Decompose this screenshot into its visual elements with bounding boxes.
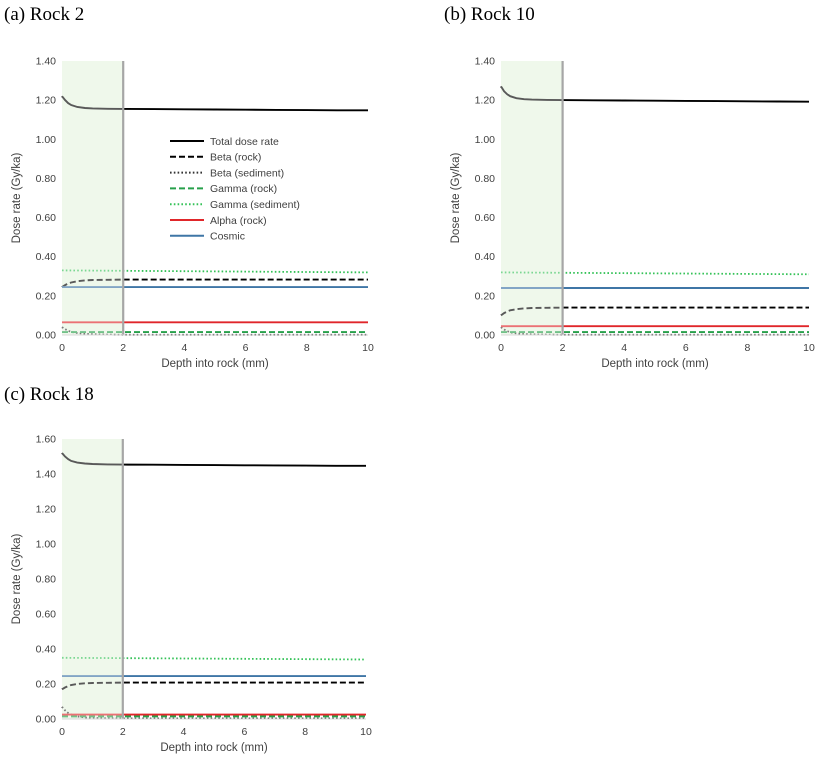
chart-panel-a: 0.00 0.20 0.40 0.60 0.80 1.00 1.20 1.40 0 2 4 6 8 10 D…: [11, 56, 374, 371]
x-tick-label: 10: [362, 342, 374, 354]
series-line-4: [61, 656, 367, 661]
y-tick-label: 0.80: [36, 574, 57, 586]
x-tick-label: 4: [181, 726, 187, 738]
y-tick-label: 0.20: [475, 290, 496, 302]
y-tick-label: 0.80: [36, 173, 57, 185]
y-axis-label: Dose rate (Gy/ka): [11, 533, 23, 624]
shaded-region: [501, 61, 563, 335]
y-tick-label: 1.40: [36, 56, 57, 68]
series-line-gamma-sediment: [61, 269, 369, 274]
panel-b-title: (b) Rock 10: [444, 4, 535, 25]
shaded-overlay: [62, 439, 123, 719]
x-tick-label: 2: [120, 342, 126, 354]
panel-c-title: (c) Rock 18: [4, 384, 94, 405]
series-line-1: [61, 681, 366, 691]
shaded-overlay: [62, 61, 124, 335]
y-tick-label: 1.40: [36, 469, 57, 481]
x-tick-label: 8: [744, 342, 750, 354]
legend-label: Cosmic: [210, 231, 245, 243]
x-axis-label: Depth into rock (mm): [161, 358, 269, 370]
legend-label: Alpha (rock): [210, 215, 267, 227]
y-tick-label: 1.00: [36, 539, 57, 551]
x-tick-label: 0: [59, 342, 65, 354]
panel-a-title: (a) Rock 2: [4, 4, 85, 25]
legend-label: Beta (sediment): [210, 167, 284, 179]
y-tick-label: 1.20: [475, 95, 496, 107]
y-tick-label: 0.40: [475, 251, 496, 263]
y-tick-label: 1.00: [36, 134, 57, 146]
shaded-region: [62, 439, 123, 719]
legend-label: Gamma (rock): [210, 183, 277, 195]
legend-label: Beta (rock): [210, 152, 261, 164]
x-tick-label: 8: [304, 342, 310, 354]
legend: Total dose rate Beta (rock) Beta (sediment…: [170, 136, 300, 243]
y-tick-label: 0.80: [475, 173, 496, 185]
x-tick-label: 2: [120, 726, 126, 738]
y-tick-label: 1.20: [36, 95, 57, 107]
x-tick-label: 6: [683, 342, 689, 354]
y-tick-label: 0.20: [36, 679, 57, 691]
x-tick-label: 0: [498, 342, 504, 354]
y-tick-label: 1.00: [475, 134, 496, 146]
y-tick-label: 0.00: [36, 714, 57, 726]
y-tick-label: 0.40: [36, 644, 57, 656]
y-axis-label: Dose rate (Gy/ka): [11, 152, 23, 243]
y-tick-label: 0.60: [475, 212, 496, 224]
x-tick-label: 10: [360, 726, 372, 738]
y-tick-label: 0.00: [475, 330, 496, 342]
y-tick-label: 1.20: [36, 504, 57, 516]
chart-panel-c: 0.00 0.20 0.40 0.60 0.80 1.00 1.20 1.40 1.60 0 2 4 6…: [11, 434, 372, 755]
y-tick-label: 0.60: [36, 609, 57, 621]
y-tick-label: 1.40: [475, 56, 496, 68]
x-tick-label: 4: [621, 342, 627, 354]
legend-label: Gamma (sediment): [210, 199, 300, 211]
x-tick-label: 0: [59, 726, 65, 738]
y-tick-label: 1.60: [36, 434, 57, 446]
chart-panel-b: 0.00 0.20 0.40 0.60 0.80 1.00 1.20 1.40 0 2 4 6 8 10 D…: [450, 56, 815, 371]
y-tick-label: 0.60: [36, 212, 57, 224]
series-line-beta-rock: [61, 278, 368, 288]
shaded-region: [62, 61, 124, 335]
y-tick-label: 0.00: [36, 330, 57, 342]
x-tick-label: 6: [243, 342, 249, 354]
x-tick-label: 6: [241, 726, 247, 738]
y-axis-label: Dose rate (Gy/ka): [450, 152, 462, 243]
shaded-overlay: [501, 61, 563, 335]
x-tick-label: 8: [302, 726, 308, 738]
y-tick-label: 0.20: [36, 290, 57, 302]
x-tick-label: 10: [803, 342, 815, 354]
x-axis-label: Depth into rock (mm): [160, 742, 268, 754]
x-tick-label: 4: [181, 342, 187, 354]
x-axis-label: Depth into rock (mm): [601, 358, 709, 370]
x-tick-label: 2: [560, 342, 566, 354]
y-tick-label: 0.40: [36, 251, 57, 263]
legend-label: Total dose rate: [210, 136, 279, 148]
